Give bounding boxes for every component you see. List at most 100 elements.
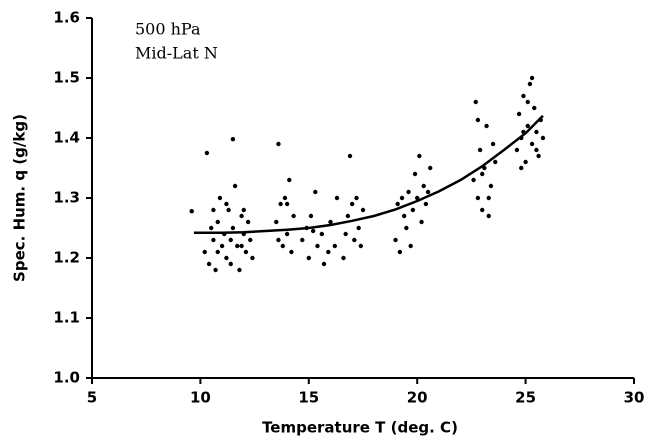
point (532, 105, 537, 111)
point (525, 123, 530, 129)
y-tick-label: 1.3 (53, 189, 80, 207)
point (406, 189, 411, 195)
point (514, 147, 520, 153)
point (280, 243, 285, 249)
point (343, 231, 348, 237)
point (341, 255, 346, 261)
point (397, 249, 403, 255)
point (412, 171, 418, 177)
point (291, 213, 296, 219)
point (228, 261, 233, 267)
point (189, 209, 194, 214)
point (289, 249, 294, 255)
point (321, 261, 327, 267)
point (521, 93, 526, 99)
y-tick-label: 1.1 (53, 309, 80, 327)
point (274, 219, 279, 225)
point (332, 243, 338, 249)
point (480, 207, 485, 213)
x-tick-label: 15 (298, 389, 319, 407)
point (408, 243, 413, 249)
point (284, 201, 290, 207)
point (326, 249, 331, 255)
point (282, 195, 288, 201)
x-tick-label: 20 (407, 389, 428, 407)
point (202, 249, 207, 255)
point (211, 207, 216, 213)
annotation: 500 hPa (135, 20, 201, 39)
point (410, 207, 416, 213)
point (235, 243, 240, 249)
point (536, 153, 541, 159)
annotation: Mid-Lat N (135, 44, 218, 63)
point (230, 225, 236, 231)
point (401, 213, 407, 219)
point (215, 219, 220, 225)
point (527, 81, 533, 87)
point (209, 225, 214, 231)
point (529, 75, 535, 81)
point (404, 225, 409, 231)
point (310, 228, 316, 234)
point (206, 261, 212, 267)
point (493, 159, 498, 165)
point (484, 123, 489, 129)
point (328, 219, 333, 225)
y-tick-label: 1.6 (53, 9, 80, 27)
point (284, 231, 290, 237)
x-tick-label: 30 (624, 389, 645, 407)
y-tick-label: 1.2 (53, 249, 80, 267)
point (419, 219, 424, 225)
point (232, 183, 238, 189)
point (224, 201, 229, 207)
point (415, 195, 420, 201)
point (393, 237, 398, 243)
point (224, 255, 229, 261)
point (519, 165, 524, 171)
point (395, 201, 400, 207)
point (475, 117, 481, 123)
point (525, 99, 530, 105)
point (475, 195, 481, 201)
point (230, 137, 236, 142)
point (534, 129, 539, 135)
point (471, 177, 476, 183)
x-tick-label: 25 (515, 389, 536, 407)
point (480, 171, 485, 177)
point (352, 237, 357, 243)
point (417, 153, 422, 159)
x-axis-label: Temperature T (deg. C) (262, 419, 458, 437)
point (486, 213, 491, 219)
point (287, 177, 292, 183)
point (276, 237, 281, 243)
point (534, 147, 539, 153)
point (540, 135, 546, 141)
y-tick-label: 1.4 (53, 129, 80, 147)
point (473, 99, 478, 105)
x-tick-label: 10 (190, 389, 211, 407)
y-axis-label: Spec. Hum. q (g/kg) (11, 114, 29, 282)
point (204, 150, 210, 156)
point (243, 249, 249, 255)
point (345, 213, 351, 219)
point (313, 189, 318, 195)
point (226, 207, 231, 213)
point (399, 195, 405, 201)
point (315, 243, 320, 249)
point (219, 243, 225, 249)
point (213, 267, 218, 273)
point (308, 213, 314, 219)
fit-line (193, 114, 544, 235)
x-tick-label: 5 (87, 389, 97, 407)
point (239, 213, 244, 219)
point (228, 237, 233, 243)
point (423, 201, 429, 207)
point (245, 219, 251, 225)
point (217, 195, 223, 201)
point (490, 141, 496, 147)
point (358, 243, 364, 249)
point (239, 243, 244, 249)
point (486, 195, 491, 201)
point (319, 231, 325, 237)
